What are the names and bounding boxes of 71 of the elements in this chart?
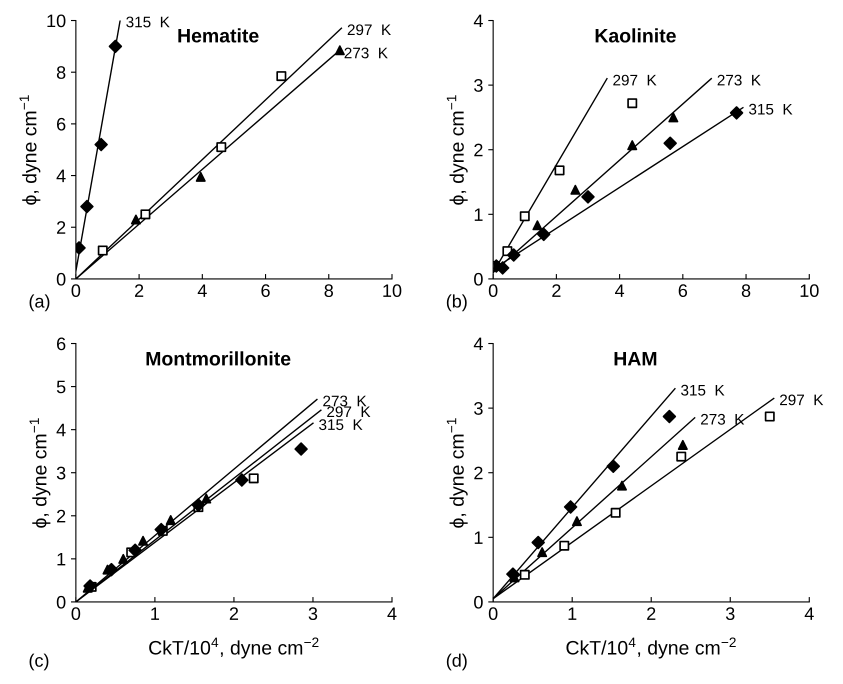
y-tick-label: 1 <box>474 208 483 221</box>
series-label: 273 K <box>344 48 388 58</box>
y-tick-label: 2 <box>57 221 66 234</box>
series-label: 297 K <box>780 394 824 406</box>
series-label: 297 K <box>327 406 370 418</box>
x-tick-label: 4 <box>387 607 396 620</box>
y-tick-label: 1 <box>57 552 66 566</box>
x-tick-label: 4 <box>198 284 207 297</box>
x-tick-label: 1 <box>151 607 160 620</box>
series-label: 273 K <box>718 74 761 86</box>
chart-title: HAM <box>614 352 656 366</box>
x-tick-label: 4 <box>615 284 624 297</box>
text: (b) <box>446 294 467 312</box>
text: (c) <box>30 654 48 670</box>
x-axis-title: CkT/10$^{4}$, dyne cm$^{−2}$ <box>566 638 736 658</box>
x-tick-label: 10 <box>800 284 819 298</box>
x-tick-label: 10 <box>383 284 402 298</box>
x-tick-label: 6 <box>261 284 270 298</box>
x-tick-label: 0 <box>488 284 498 298</box>
x-tick-label: 1 <box>568 607 576 620</box>
y-tick-label: 3 <box>474 79 483 92</box>
y-axis-title: ϕ, dyne cm$^{−1}$ <box>446 95 468 205</box>
series-label: 315 K <box>681 384 724 396</box>
x-tick-label: 2 <box>134 284 144 297</box>
y-tick-label: 3 <box>56 466 66 480</box>
x-tick-label: 0 <box>72 607 80 620</box>
y-tick-label: 4 <box>474 338 483 350</box>
y-tick-label: 1 <box>474 531 483 544</box>
x-tick-label: 6 <box>678 284 688 298</box>
series-label: 273 K <box>323 396 366 406</box>
text: (d) <box>446 654 467 670</box>
x-tick-label: 0 <box>488 607 498 620</box>
x-tick-label: 3 <box>308 607 318 620</box>
series-label: 297 K <box>348 24 391 36</box>
y-tick-label: 5 <box>56 380 66 394</box>
text: (a) <box>30 294 50 312</box>
x-axis-title: CkT/10$^{4}$, dyne cm$^{−2}$ <box>149 638 318 658</box>
series-label: 315 K <box>319 419 363 430</box>
y-tick-label: 4 <box>56 170 66 182</box>
y-tick-label: 6 <box>57 337 66 350</box>
y-tick-label: 8 <box>56 66 66 79</box>
chart-title: Kaolinite <box>596 28 676 43</box>
y-tick-label: 3 <box>474 402 483 415</box>
chart-title: Hematite <box>178 28 259 43</box>
x-tick-label: 2 <box>230 607 238 620</box>
y-tick-label: 6 <box>57 118 66 131</box>
series-label: 297 K <box>613 74 657 86</box>
x-tick-label: 8 <box>742 284 750 298</box>
x-tick-label: 4 <box>804 607 814 620</box>
y-tick-label: 2 <box>474 466 483 480</box>
series-label: 315 K <box>749 104 792 115</box>
y-tick-label: 4 <box>56 424 66 436</box>
x-tick-label: 0 <box>72 284 80 298</box>
series-label: 273 K <box>701 414 744 425</box>
y-tick-label: 4 <box>474 14 483 28</box>
y-tick-label: 0 <box>56 596 66 609</box>
x-tick-label: 3 <box>726 607 734 620</box>
y-axis-title: ϕ, dyne cm$^{−1}$ <box>446 418 468 528</box>
y-tick-label: 2 <box>57 510 66 522</box>
chart-title: Montmorillonite <box>146 351 290 366</box>
y-tick-label: 10 <box>47 14 66 28</box>
y-tick-label: 2 <box>474 144 483 156</box>
y-tick-label: 0 <box>56 272 66 286</box>
y-axis-title: ϕ, dyne cm$^{−1}$ <box>20 95 40 205</box>
y-tick-label: 0 <box>474 596 483 609</box>
x-tick-label: 2 <box>552 284 560 297</box>
x-tick-label: 8 <box>324 284 334 298</box>
y-tick-label: 0 <box>474 272 483 286</box>
series-label: 315 K <box>126 16 170 28</box>
x-tick-label: 2 <box>647 607 656 620</box>
y-axis-title: ϕ, dyne cm$^{−1}$ <box>30 418 50 528</box>
